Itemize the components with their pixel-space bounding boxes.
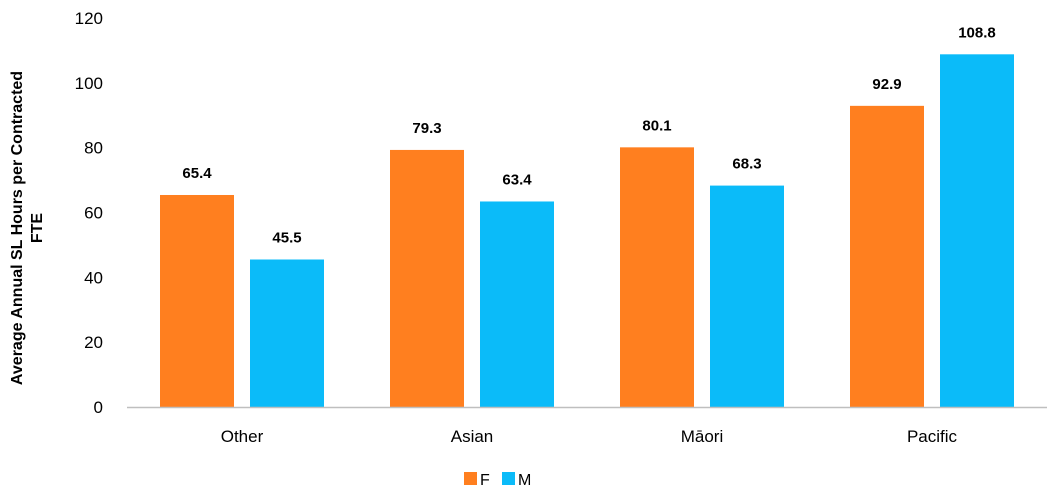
- legend-label-m: M: [518, 472, 531, 489]
- y-tick-label: 20: [84, 333, 103, 352]
- data-label-f-2: 80.1: [642, 117, 671, 134]
- y-tick-label: 60: [84, 204, 103, 223]
- bars: [160, 54, 1014, 407]
- data-label-f-3: 92.9: [872, 76, 901, 93]
- x-tick-label: Pacific: [907, 427, 958, 446]
- bar-m-2: [710, 185, 784, 407]
- y-axis-title: Average Annual SL Hours per Contracted F…: [9, 71, 46, 385]
- bar-f-2: [620, 147, 694, 407]
- bar-f-3: [850, 105, 924, 407]
- x-tick-label: Māori: [681, 427, 724, 446]
- x-axis-ticks: Other Asian Māori Pacific: [221, 427, 958, 446]
- x-tick-label: Asian: [451, 427, 494, 446]
- data-label-f-0: 65.4: [182, 165, 212, 182]
- legend-swatch-f: [464, 472, 477, 485]
- data-label-f-1: 79.3: [412, 120, 441, 137]
- bar-f-0: [160, 194, 234, 407]
- y-axis-title-line-1: Average Annual SL Hours per Contracted: [9, 71, 26, 385]
- x-tick-label: Other: [221, 427, 264, 446]
- bar-m-1: [480, 201, 554, 407]
- bar-f-1: [390, 149, 464, 407]
- y-tick-label: 0: [94, 398, 103, 417]
- data-label-m-3: 108.8: [958, 24, 996, 41]
- data-label-m-2: 68.3: [732, 156, 761, 173]
- y-tick-label: 80: [84, 139, 103, 158]
- y-axis-ticks: 0 20 40 60 80 100 120: [75, 9, 103, 417]
- y-tick-label: 120: [75, 9, 103, 28]
- y-axis-title-line-2: FTE: [29, 213, 46, 244]
- bar-m-0: [250, 259, 324, 407]
- bar-m-3: [940, 54, 1014, 407]
- legend-label-f: F: [480, 472, 490, 489]
- y-tick-label: 40: [84, 268, 103, 287]
- legend-swatch-m: [502, 472, 515, 485]
- y-tick-label: 100: [75, 74, 103, 93]
- data-label-m-0: 45.5: [272, 230, 301, 247]
- data-labels: 65.4 45.5 79.3 63.4 80.1 68.3 92.9 108.8: [182, 24, 995, 246]
- data-label-m-1: 63.4: [502, 171, 532, 188]
